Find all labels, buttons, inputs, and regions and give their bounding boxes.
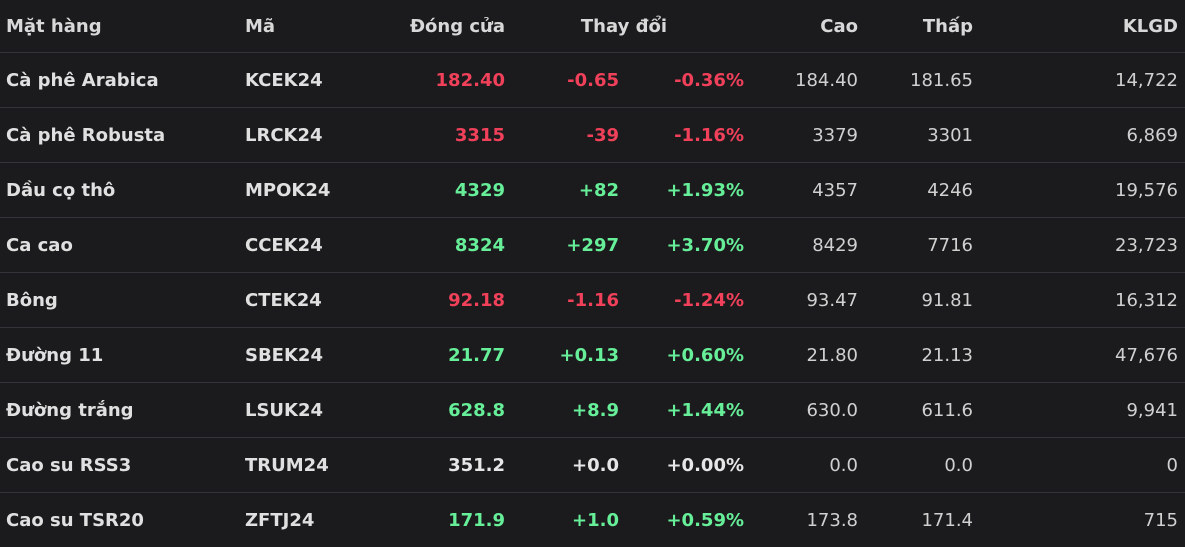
- table-cell: 92.18: [448, 289, 505, 311]
- table-cell: 3315: [454, 124, 505, 146]
- table-cell: 93.47: [806, 289, 858, 311]
- table-row: Đường trắng LSUK24 628.8 +8.9 +1.44% 630.0 611…: [0, 382, 1185, 437]
- table-cell: 3301: [927, 124, 973, 146]
- table-cell: ZFTJ24: [245, 509, 315, 531]
- table-cell: 47,676: [1115, 344, 1178, 366]
- table-cell: 630.0: [806, 399, 858, 421]
- table-cell: 4357: [812, 179, 858, 201]
- table-row: Cà phê Robusta LRCK24 3315 -39 -1.16% 3379 330…: [0, 107, 1185, 162]
- table-cell: Bông: [6, 289, 58, 311]
- header-cell: Thấp: [922, 15, 973, 37]
- table-cell: 23,723: [1115, 234, 1178, 256]
- table-cell: SBEK24: [245, 344, 323, 366]
- table-cell: +0.60%: [666, 344, 744, 366]
- table-row: Cà phê Arabica KCEK24 182.40 -0.65 -0.36% 184…: [0, 52, 1185, 107]
- table-cell: -0.65: [567, 69, 619, 91]
- table-cell: +82: [578, 179, 619, 201]
- table-cell: 3379: [812, 124, 858, 146]
- table-cell: -39: [586, 124, 619, 146]
- table-cell: TRUM24: [245, 454, 329, 476]
- header-cell: Cao: [820, 15, 858, 37]
- header-row: Mặt hàng Mã Đóng cửa Thay đổi Cao Thấp KLGD: [0, 0, 1185, 52]
- table-cell: 21.77: [448, 344, 505, 366]
- header-cell: Đóng cửa: [409, 15, 505, 37]
- table-cell: CTEK24: [245, 289, 322, 311]
- table-cell: -1.16: [567, 289, 619, 311]
- table-row: Cao su TSR20 ZFTJ24 171.9 +1.0 +0.59% 173.8 17…: [0, 492, 1185, 547]
- table-cell: 21.13: [921, 344, 973, 366]
- table-cell: 184.40: [795, 69, 858, 91]
- table-cell: 0.0: [829, 454, 858, 476]
- table-cell: +1.0: [572, 509, 619, 531]
- table-cell: 91.81: [921, 289, 973, 311]
- table-cell: +8.9: [572, 399, 619, 421]
- table-cell: 171.9: [448, 509, 505, 531]
- table-cell: +0.0: [572, 454, 619, 476]
- table-cell: 4246: [927, 179, 973, 201]
- table-cell: 611.6: [921, 399, 973, 421]
- table-cell: Ca cao: [6, 234, 73, 256]
- header-cell: Thay đổi: [580, 15, 667, 37]
- table-row: Cao su RSS3 TRUM24 351.2 +0.0 +0.00% 0.0 0.0 0: [0, 437, 1185, 492]
- table-cell: 16,312: [1115, 289, 1178, 311]
- table-cell: MPOK24: [245, 179, 331, 201]
- table-cell: +0.00%: [666, 454, 744, 476]
- table-cell: 21.80: [806, 344, 858, 366]
- table-cell: 7716: [927, 234, 973, 256]
- table-cell: Cao su RSS3: [6, 454, 132, 476]
- table-cell: 9,941: [1126, 399, 1178, 421]
- table-cell: 171.4: [921, 509, 973, 531]
- table-cell: +1.44%: [666, 399, 744, 421]
- table-cell: KCEK24: [245, 69, 323, 91]
- table-cell: LSUK24: [245, 399, 324, 421]
- table-cell: +0.13: [559, 344, 620, 366]
- table-cell: +3.70%: [666, 234, 744, 256]
- table-cell: Đường 11: [6, 344, 104, 366]
- header-cell: Mặt hàng: [6, 15, 102, 37]
- table-cell: Cao su TSR20: [6, 509, 144, 531]
- table-cell: 14,722: [1115, 69, 1178, 91]
- table-cell: +0.59%: [666, 509, 744, 531]
- table-cell: Cà phê Robusta: [6, 124, 166, 146]
- table-row: Ca cao CCEK24 8324 +297 +3.70% 8429 7716 23,723: [0, 217, 1185, 272]
- table-cell: 0: [1166, 454, 1178, 476]
- table-row: Đường 11 SBEK24 21.77 +0.13 +0.60% 21.80 21.13…: [0, 327, 1185, 382]
- table-cell: Cà phê Arabica: [6, 69, 159, 91]
- table-cell: +297: [566, 234, 619, 256]
- table-cell: 8429: [812, 234, 858, 256]
- table-row: Dầu cọ thô MPOK24 4329 +82 +1.93% 4357 4246 19,…: [0, 162, 1185, 217]
- table-cell: +1.93%: [666, 179, 744, 201]
- table-cell: -0.36%: [674, 69, 744, 91]
- table-cell: 8324: [454, 234, 505, 256]
- table-cell: 173.8: [806, 509, 858, 531]
- table-cell: CCEK24: [245, 234, 323, 256]
- table-row: Bông CTEK24 92.18 -1.16 -1.24% 93.47 91.81 16,3…: [0, 272, 1185, 327]
- table-cell: 0.0: [944, 454, 973, 476]
- header-cell: KLGD: [1122, 15, 1178, 37]
- table-cell: 181.65: [910, 69, 973, 91]
- table-cell: -1.16%: [674, 124, 744, 146]
- table-cell: LRCK24: [245, 124, 323, 146]
- table-cell: -1.24%: [674, 289, 744, 311]
- table-cell: 628.8: [448, 399, 505, 421]
- table-cell: 4329: [454, 179, 505, 201]
- table-cell: 6,869: [1126, 124, 1178, 146]
- table-cell: 351.2: [448, 454, 505, 476]
- header-cell: Mã: [245, 15, 276, 37]
- table-cell: Đường trắng: [6, 399, 134, 421]
- table-cell: 715: [1143, 509, 1178, 531]
- table-cell: 19,576: [1115, 179, 1178, 201]
- table-cell: 182.40: [435, 69, 505, 91]
- table-cell: Dầu cọ thô: [6, 179, 116, 201]
